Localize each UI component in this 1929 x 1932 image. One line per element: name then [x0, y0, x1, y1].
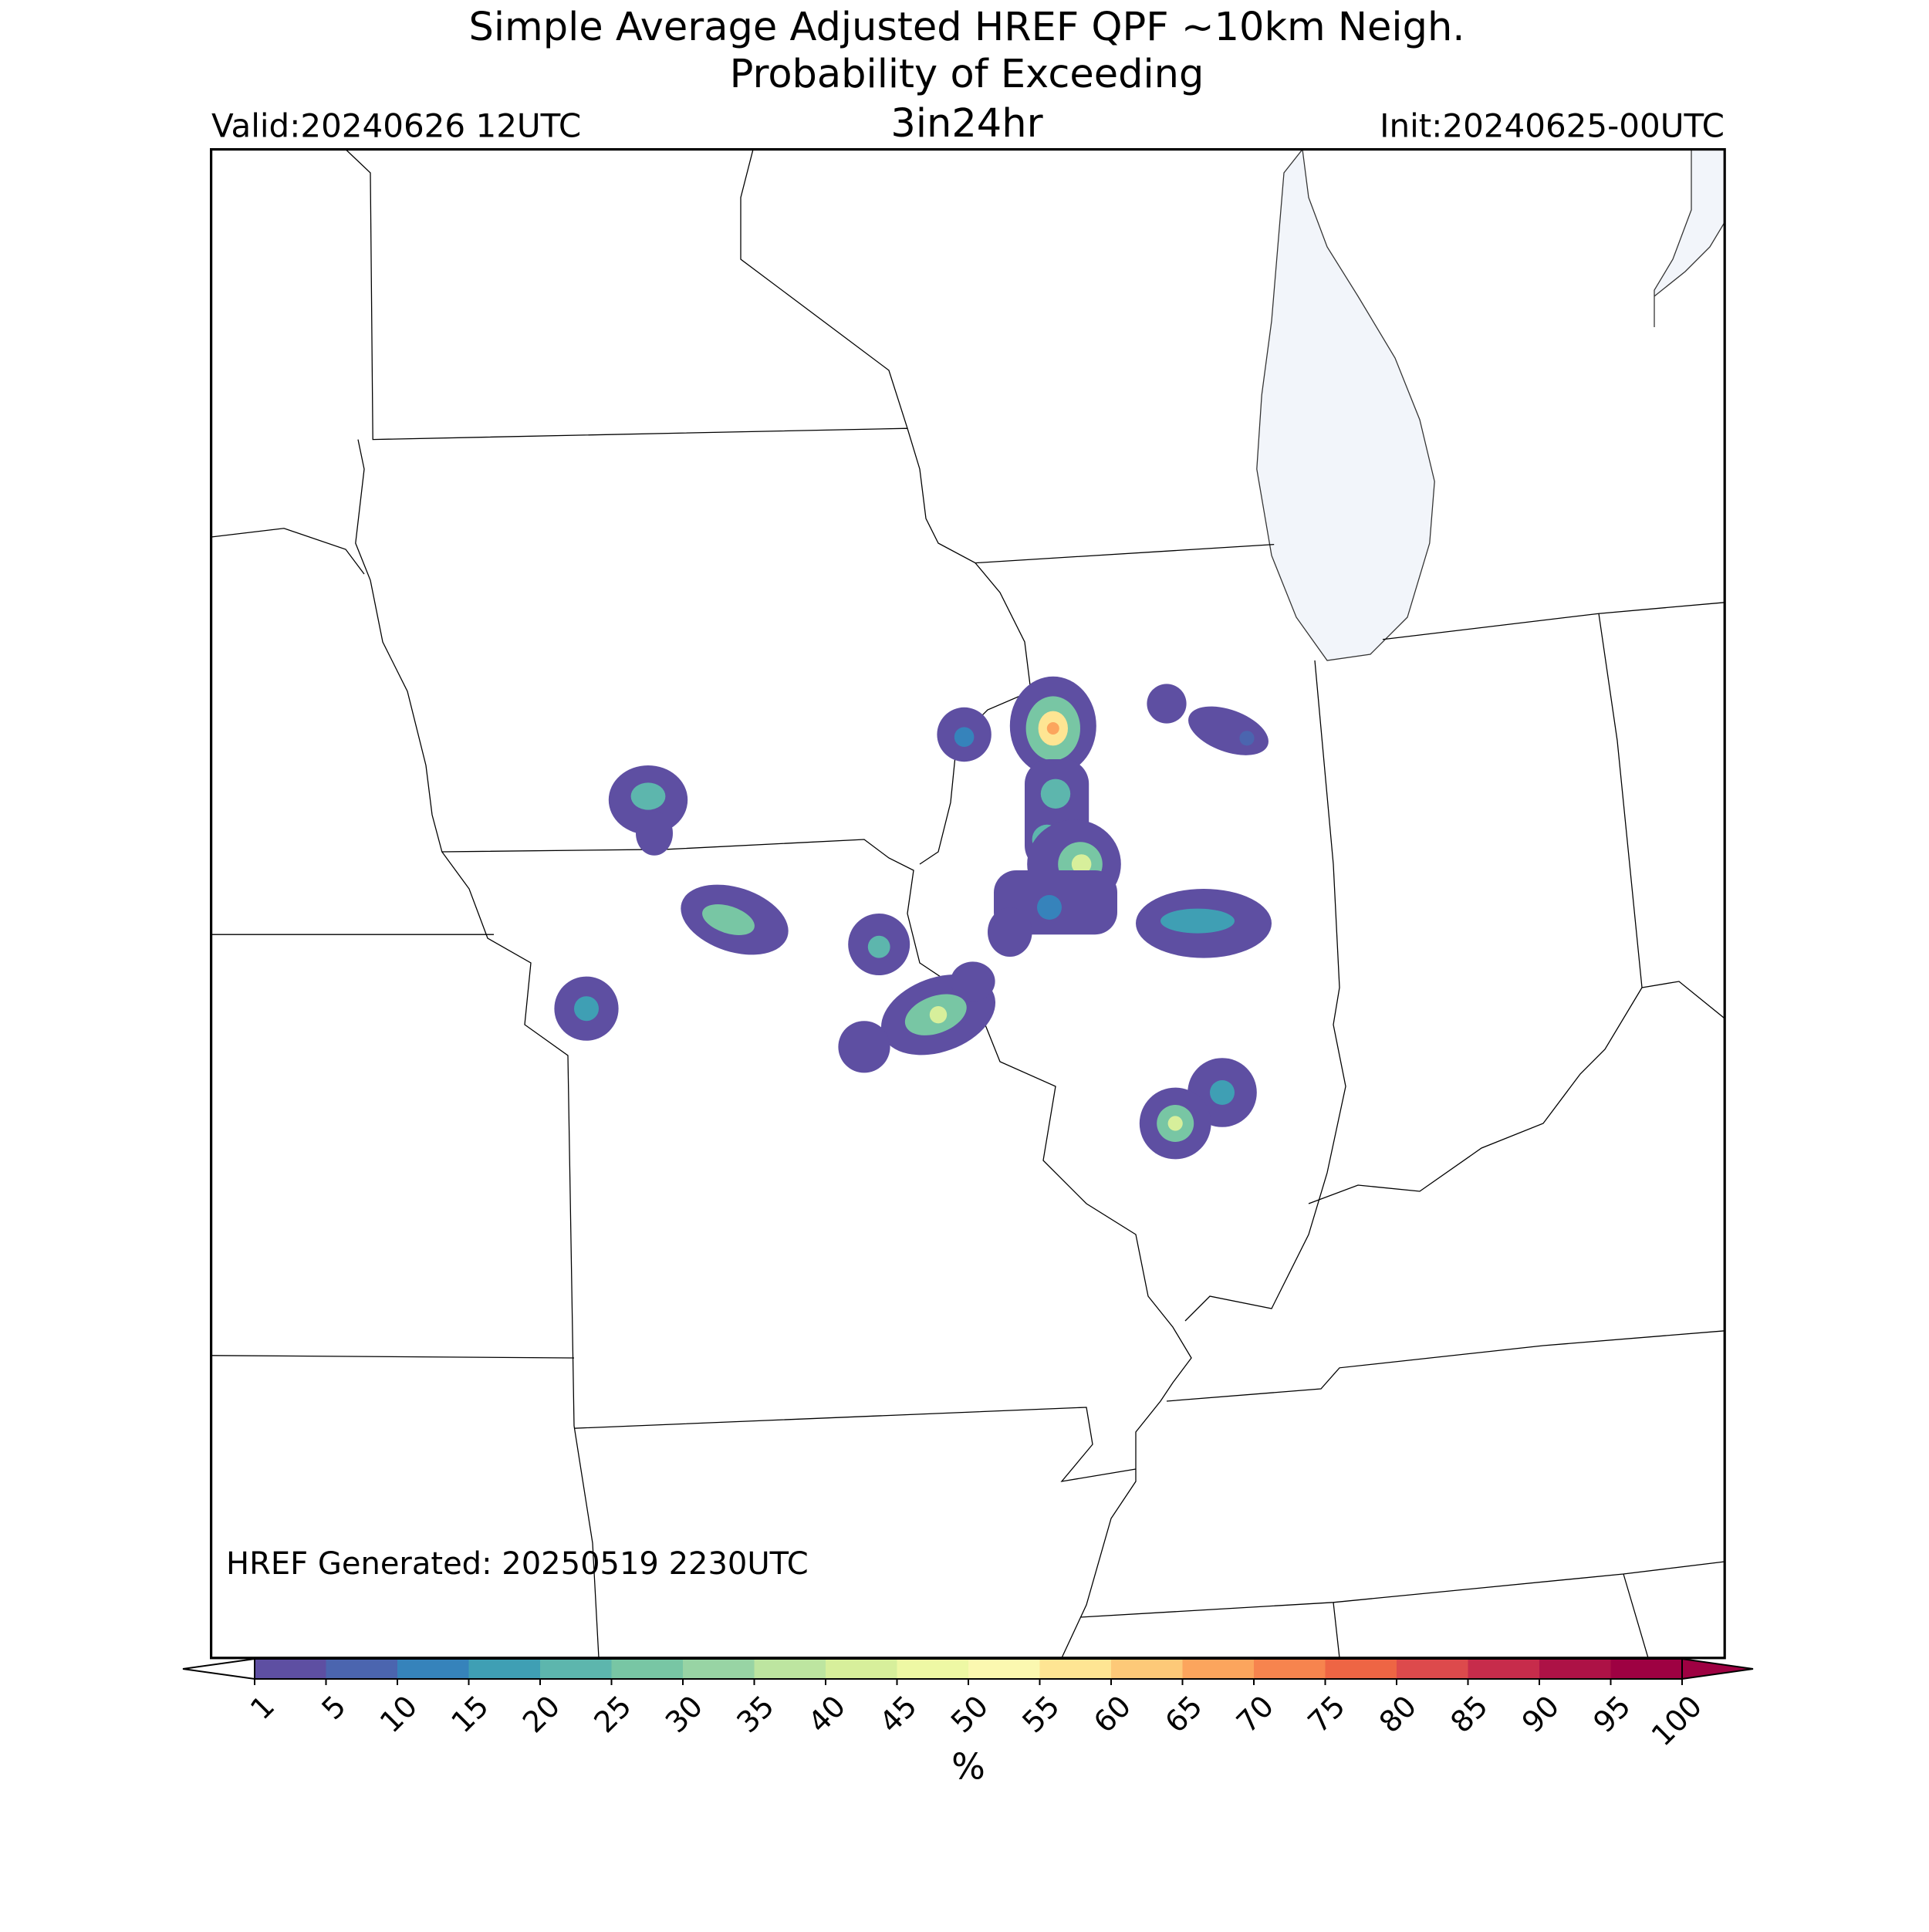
- colorbar-tick-label: 45: [873, 1689, 923, 1739]
- colorbar-tick-label: 85: [1444, 1689, 1494, 1739]
- prob-area: [1071, 854, 1092, 874]
- colorbar-segment: [683, 1659, 755, 1679]
- probability-field: [554, 676, 1272, 1160]
- colorbar-tick-label: 15: [444, 1689, 495, 1739]
- colorbar-segment: [754, 1659, 826, 1679]
- border: [211, 1355, 575, 1359]
- map-frame: [210, 148, 1726, 1660]
- prob-area: [988, 907, 1032, 957]
- prob-area: [954, 727, 975, 747]
- colorbar-tick-label: 75: [1301, 1689, 1351, 1739]
- prob-area: [1160, 908, 1235, 934]
- colorbar-tick-label: 80: [1373, 1689, 1423, 1739]
- colorbar-tick-label: 25: [587, 1689, 637, 1739]
- prob-area: [702, 904, 755, 935]
- colorbar-segment: [468, 1659, 541, 1679]
- colorbar-segment: [826, 1659, 897, 1679]
- colorbar-segment: [540, 1659, 612, 1679]
- init-time: Init:20240625-00UTC: [1380, 107, 1725, 145]
- colorbar-tick-label: 90: [1515, 1689, 1566, 1739]
- colorbar-tick-label: 100: [1645, 1689, 1708, 1752]
- colorbar-segment: [397, 1659, 469, 1679]
- colorbar-segment: [326, 1659, 398, 1679]
- prob-area: [1040, 779, 1071, 809]
- colorbar-segment: [1182, 1659, 1255, 1679]
- border: [1166, 1330, 1725, 1402]
- colorbar-segment: [897, 1659, 969, 1679]
- border: [1184, 660, 1346, 1322]
- colorbar: 1 5 10 15 20 25 30 35 40 45 50 55 60 65 70 75 80 85 90 95 10…: [182, 1657, 1754, 1752]
- colorbar-tick-label: 20: [516, 1689, 566, 1739]
- colorbar-segment: [1254, 1659, 1326, 1679]
- prob-area: [838, 1021, 890, 1073]
- colorbar-label: %: [951, 1746, 985, 1788]
- prob-area: [1037, 895, 1062, 920]
- prob-area: [867, 935, 890, 958]
- prob-area: [1147, 684, 1187, 724]
- border: [573, 1407, 1137, 1482]
- border: [740, 149, 908, 429]
- border: [211, 528, 365, 575]
- generated-note: HREF Generated: 20250519 2230UTC: [226, 1546, 809, 1582]
- colorbar-tick-label: 5: [315, 1689, 352, 1726]
- border: [1308, 987, 1643, 1204]
- colorbar-tick-label: 30: [659, 1689, 709, 1739]
- valid-time: Valid:20240626 12UTC: [211, 107, 581, 145]
- colorbar-tick-label: 95: [1586, 1689, 1637, 1739]
- colorbar-tick-label: 40: [802, 1689, 852, 1739]
- prob-area: [636, 811, 673, 856]
- colorbar-tick-label: 1: [244, 1689, 281, 1726]
- colorbar-extend-over: [1681, 1657, 1754, 1680]
- colorbar-tick-label: 60: [1087, 1689, 1137, 1739]
- border: [1382, 602, 1725, 640]
- colorbar-tick-label: 70: [1230, 1689, 1280, 1739]
- colorbar-segment: [255, 1659, 326, 1679]
- prob-area: [1167, 1116, 1183, 1131]
- border: [919, 562, 1032, 865]
- colorbar-segment: [1539, 1659, 1611, 1679]
- colorbar-segment: [611, 1659, 684, 1679]
- border: [345, 149, 1275, 564]
- prob-area: [1188, 706, 1269, 755]
- border: [441, 839, 1192, 1658]
- prob-area: [1046, 722, 1059, 735]
- map: [210, 148, 1726, 1660]
- colorbar-extend-under: [182, 1657, 255, 1680]
- prob-area: [951, 961, 995, 1001]
- title-line: Simple Average Adjusted HREF QPF ~10km N…: [468, 5, 1464, 50]
- lake: [1654, 149, 1725, 328]
- colorbar-tick-label: 10: [373, 1689, 424, 1739]
- border: [1598, 613, 1725, 1019]
- border: [355, 439, 600, 1658]
- colorbar-tick-label: 35: [730, 1689, 780, 1739]
- colorbar-tick-label: 50: [944, 1689, 995, 1739]
- prob-area: [929, 1006, 948, 1024]
- border: [1623, 1573, 1649, 1658]
- prob-area: [1239, 731, 1255, 746]
- border: [1079, 1561, 1725, 1618]
- colorbar-segment: [1610, 1659, 1683, 1679]
- prob-area: [574, 996, 599, 1022]
- colorbar-segment: [968, 1659, 1040, 1679]
- colorbar-segment: [1111, 1659, 1183, 1679]
- colorbar-segment: [1468, 1659, 1540, 1679]
- lake: [1256, 149, 1435, 661]
- colorbar-segment: [1325, 1659, 1397, 1679]
- prob-area: [1210, 1080, 1235, 1105]
- colorbar-tick-label: 55: [1015, 1689, 1066, 1739]
- colorbar-segment: [1397, 1659, 1468, 1679]
- subtitle: 3in24hr: [890, 101, 1042, 147]
- colorbar-segment: [1039, 1659, 1112, 1679]
- colorbar-tick-label: 65: [1158, 1689, 1208, 1739]
- border: [1333, 1602, 1340, 1658]
- title-line: Probability of Exceeding: [730, 52, 1204, 97]
- prob-area: [630, 782, 666, 810]
